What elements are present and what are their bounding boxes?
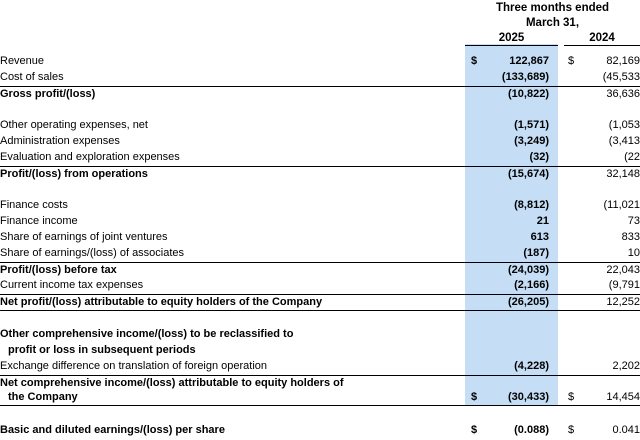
- row-label: Revenue: [0, 55, 45, 67]
- row-label: Net comprehensive income/(loss) attribut…: [0, 377, 344, 389]
- value-2024: 82,169: [606, 55, 640, 67]
- row-label: Profit/(loss) before tax: [0, 264, 117, 276]
- row-label: Share of earnings of joint ventures: [0, 231, 168, 243]
- table-row: Gross profit/(loss) (10,822) 36,636: [0, 86, 640, 102]
- currency-symbol: $: [568, 424, 575, 436]
- value-2024: (9,791: [608, 279, 640, 291]
- value-2025: (30,433): [508, 391, 549, 403]
- table-row: Evaluation and exploration expenses (32)…: [0, 150, 640, 165]
- table-row: Revenue $ 122,867 $ 82,169: [0, 54, 640, 69]
- value-2024: 32,148: [606, 168, 640, 180]
- row-label: Exchange difference on translation of fo…: [0, 360, 268, 372]
- row-label: Gross profit/(loss): [0, 88, 96, 100]
- table-row: Profit/(loss) from operations (15,674) 3…: [0, 166, 640, 182]
- table-row: Other comprehensive income/(loss) to be …: [0, 327, 640, 342]
- table-row: Other operating expenses, net (1,571) (1…: [0, 118, 640, 133]
- currency-symbol: $: [471, 55, 478, 67]
- value-2024: 73: [627, 215, 640, 227]
- table-row: Net profit/(loss) attributable to equity…: [0, 294, 640, 311]
- table-row: Exchange difference on translation of fo…: [0, 359, 640, 374]
- row-label: profit or loss in subsequent periods: [8, 344, 196, 356]
- column-header-2024: 2024: [564, 32, 640, 46]
- value-2024: 10: [627, 247, 640, 259]
- value-2025: (133,689): [501, 71, 549, 83]
- value-2024: (45,533: [602, 71, 640, 83]
- row-label: Finance costs: [0, 199, 68, 211]
- value-2025: (0.088): [514, 424, 549, 436]
- currency-symbol: $: [471, 391, 478, 403]
- row-label: Cost of sales: [0, 71, 64, 83]
- value-2024: 22,043: [606, 264, 640, 276]
- value-2025: (3,249): [514, 135, 549, 147]
- row-label: Evaluation and exploration expenses: [0, 151, 180, 163]
- table-row: the Company $ (30,433) $ 14,454: [0, 390, 640, 406]
- column-header-2025: 2025: [465, 32, 558, 46]
- currency-symbol: $: [471, 424, 478, 436]
- table-row: Current income tax expenses (2,166) (9,7…: [0, 278, 640, 293]
- row-label: Net profit/(loss) attributable to equity…: [0, 296, 323, 308]
- table-row: Finance income 21 73: [0, 214, 640, 229]
- period-header-line2: March 31,: [525, 17, 580, 29]
- row-label: Share of earnings/(loss) of associates: [0, 247, 185, 259]
- table-row: Share of earnings/(loss) of associates (…: [0, 246, 640, 261]
- value-2025: (2,166): [514, 279, 549, 291]
- value-2025: (10,822): [508, 88, 549, 100]
- table-row: Net comprehensive income/(loss) attribut…: [0, 375, 640, 391]
- value-2025: (32): [529, 151, 549, 163]
- row-label: Profit/(loss) from operations: [0, 168, 148, 180]
- row-label: Other comprehensive income/(loss) to be …: [0, 328, 294, 340]
- value-2025: 21: [536, 215, 549, 227]
- value-2025: 122,867: [509, 55, 549, 67]
- highlight-column-2025: [465, 44, 558, 406]
- value-2024: 14,454: [606, 391, 640, 403]
- value-2025: (8,812): [514, 199, 549, 211]
- value-2024: 2,202: [612, 360, 640, 372]
- value-2024: 833: [621, 231, 640, 243]
- value-2025: (4,228): [514, 360, 549, 372]
- table-row: Cost of sales (133,689) (45,533: [0, 70, 640, 85]
- currency-symbol: $: [568, 391, 575, 403]
- row-label: the Company: [8, 391, 78, 403]
- row-label: Basic and diluted earnings/(loss) per sh…: [0, 424, 225, 436]
- value-2024: (11,021: [603, 199, 640, 211]
- value-2024: (3,413: [608, 135, 640, 147]
- value-2025: 613: [530, 231, 549, 243]
- currency-symbol: $: [568, 55, 575, 67]
- value-2024: 12,252: [606, 296, 640, 308]
- value-2024: 36,636: [606, 88, 640, 100]
- value-2024: (1,053: [608, 119, 640, 131]
- row-label: Administration expenses: [0, 135, 120, 147]
- value-2025: (1,571): [514, 119, 549, 131]
- value-2025: (15,674): [508, 168, 549, 180]
- table-row: Administration expenses (3,249) (3,413: [0, 134, 640, 149]
- row-label: Finance income: [0, 215, 78, 227]
- value-2024: (22: [624, 151, 640, 163]
- table-row: Profit/(loss) before tax (24,039) 22,043: [0, 262, 640, 278]
- value-2025: (187): [523, 247, 549, 259]
- value-2024: 0.041: [612, 424, 640, 436]
- table-row: Finance costs (8,812) (11,021: [0, 198, 640, 213]
- row-label: Current income tax expenses: [0, 279, 144, 291]
- table-row: profit or loss in subsequent periods: [0, 343, 640, 358]
- row-label: Other operating expenses, net: [0, 119, 148, 131]
- value-2025: (26,205): [508, 296, 549, 308]
- table-row: Basic and diluted earnings/(loss) per sh…: [0, 423, 640, 438]
- table-row: Share of earnings of joint ventures 613 …: [0, 230, 640, 245]
- period-header-line1: Three months ended: [495, 2, 610, 14]
- value-2025: (24,039): [508, 264, 549, 276]
